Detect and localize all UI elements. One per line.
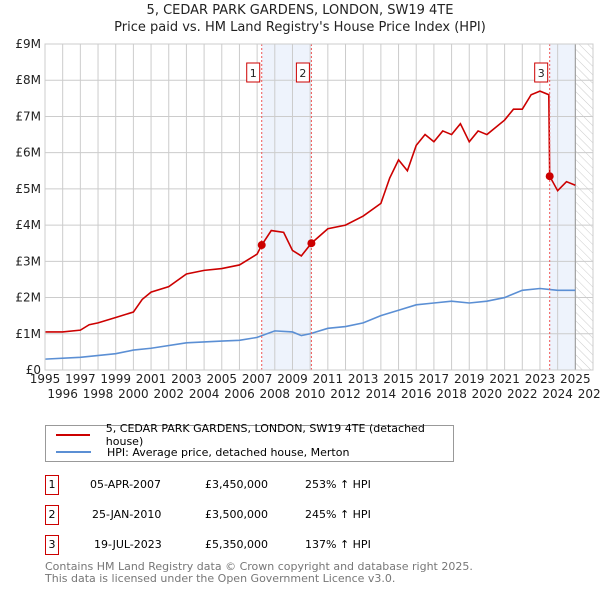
x-tick-label: 2007: [242, 372, 273, 386]
footer-licence: This data is licensed under the Open Gov…: [45, 572, 396, 585]
sale-date: 25-JAN-2010: [92, 508, 162, 521]
y-tick-label: £6M: [15, 146, 41, 160]
sale-number: 3: [45, 535, 59, 555]
x-tick-label: 2001: [136, 372, 167, 386]
sale-row: 1 05-APR-2007 £3,450,000 253% ↑ HPI: [45, 475, 445, 495]
sale-point: [257, 241, 266, 250]
x-tick-label: 2023: [525, 372, 556, 386]
x-tick-label: 1997: [65, 372, 96, 386]
sale-point: [545, 172, 554, 181]
price-line: [45, 90, 576, 333]
x-tick-label: 2010: [295, 387, 326, 401]
sale-label: 2: [299, 67, 306, 80]
y-tick-label: £2M: [15, 291, 41, 305]
legend-swatch-blue: [56, 451, 91, 453]
legend-label: 5, CEDAR PARK GARDENS, LONDON, SW19 4TE …: [105, 422, 425, 448]
sale-label: 1: [250, 67, 257, 80]
sale-hpi: 245% ↑ HPI: [305, 508, 371, 521]
y-tick-label: £9M: [15, 37, 41, 51]
x-tick-label: 2024: [542, 387, 573, 401]
sale-number: 2: [45, 505, 59, 525]
sale-price: £5,350,000: [205, 538, 268, 551]
sale-period-shade: [261, 44, 312, 370]
legend: 5, CEDAR PARK GARDENS, LONDON, SW19 4TE …: [45, 422, 454, 462]
x-tick-label: 2012: [330, 387, 361, 401]
forecast-hatch: [575, 44, 593, 370]
chart-title: 5, CEDAR PARK GARDENS, LONDON, SW19 4TE: [146, 3, 454, 18]
y-tick-label: £4M: [15, 218, 41, 232]
sale-row: 2 25-JAN-2010 £3,500,000 245% ↑ HPI: [45, 505, 445, 525]
x-tick-label: 2014: [366, 387, 397, 401]
x-tick-label: 2017: [419, 372, 450, 386]
x-tick-label: 2018: [436, 387, 467, 401]
sale-label-box: [534, 62, 549, 83]
x-tick-label: 2000: [118, 387, 149, 401]
x-tick-label: 2019: [454, 372, 485, 386]
sale-date: 19-JUL-2023: [94, 538, 162, 551]
x-tick-label: 2005: [207, 372, 238, 386]
sale-label-box: [295, 62, 310, 83]
plot-area: 1995199619971998199920002001200220032004…: [15, 37, 600, 401]
hpi-line: [44, 287, 576, 360]
x-tick-label: 2020: [472, 387, 503, 401]
legend-item-property: 5, CEDAR PARK GARDENS, LONDON, SW19 4TE …: [56, 422, 453, 448]
x-tick-label: 2008: [260, 387, 291, 401]
x-tick-label: 2011: [313, 372, 344, 386]
sale-label-box: [246, 62, 261, 83]
x-tick-label: 2013: [348, 372, 379, 386]
sale-hpi: 137% ↑ HPI: [305, 538, 371, 551]
sale-period-shade: [549, 44, 576, 370]
x-tick-label: 1996: [47, 387, 78, 401]
sale-number: 1: [45, 475, 59, 495]
y-tick-label: £0: [26, 363, 41, 377]
x-tick-label: 2026: [578, 387, 600, 401]
legend-swatch-red: [56, 434, 90, 436]
sale-point: [307, 239, 316, 248]
sale-price: £3,500,000: [205, 508, 268, 521]
x-tick-label: 2009: [277, 372, 308, 386]
x-tick-label: 2002: [153, 387, 184, 401]
y-tick-label: £1M: [15, 327, 41, 341]
x-tick-label: 2021: [489, 372, 520, 386]
x-tick-label: 1999: [100, 372, 131, 386]
legend-item-hpi: HPI: Average price, detached house, Mert…: [56, 444, 349, 460]
x-tick-label: 2003: [171, 372, 202, 386]
x-tick-label: 2022: [507, 387, 538, 401]
sale-row: 3 19-JUL-2023 £5,350,000 137% ↑ HPI: [45, 535, 445, 555]
legend-label: HPI: Average price, detached house, Mert…: [107, 445, 350, 459]
sale-label: 3: [538, 67, 545, 80]
sale-date: 05-APR-2007: [90, 478, 162, 491]
y-tick-label: £3M: [15, 254, 41, 268]
chart-subtitle: Price paid vs. HM Land Registry's House …: [114, 20, 486, 35]
sale-hpi: 253% ↑ HPI: [305, 478, 371, 491]
y-tick-label: £7M: [15, 109, 41, 123]
x-tick-label: 2016: [401, 387, 432, 401]
footer-copyright: Contains HM Land Registry data © Crown c…: [45, 560, 473, 573]
x-tick-label: 1998: [83, 387, 114, 401]
x-tick-label: 2006: [224, 387, 255, 401]
x-tick-label: 2004: [189, 387, 220, 401]
y-tick-label: £5M: [15, 182, 41, 196]
plot-frame: [44, 43, 594, 371]
x-tick-label: 2015: [383, 372, 414, 386]
y-tick-label: £8M: [15, 73, 41, 87]
x-tick-label: 1995: [30, 372, 61, 386]
sale-price: £3,450,000: [205, 478, 268, 491]
x-tick-label: 2025: [560, 372, 591, 386]
